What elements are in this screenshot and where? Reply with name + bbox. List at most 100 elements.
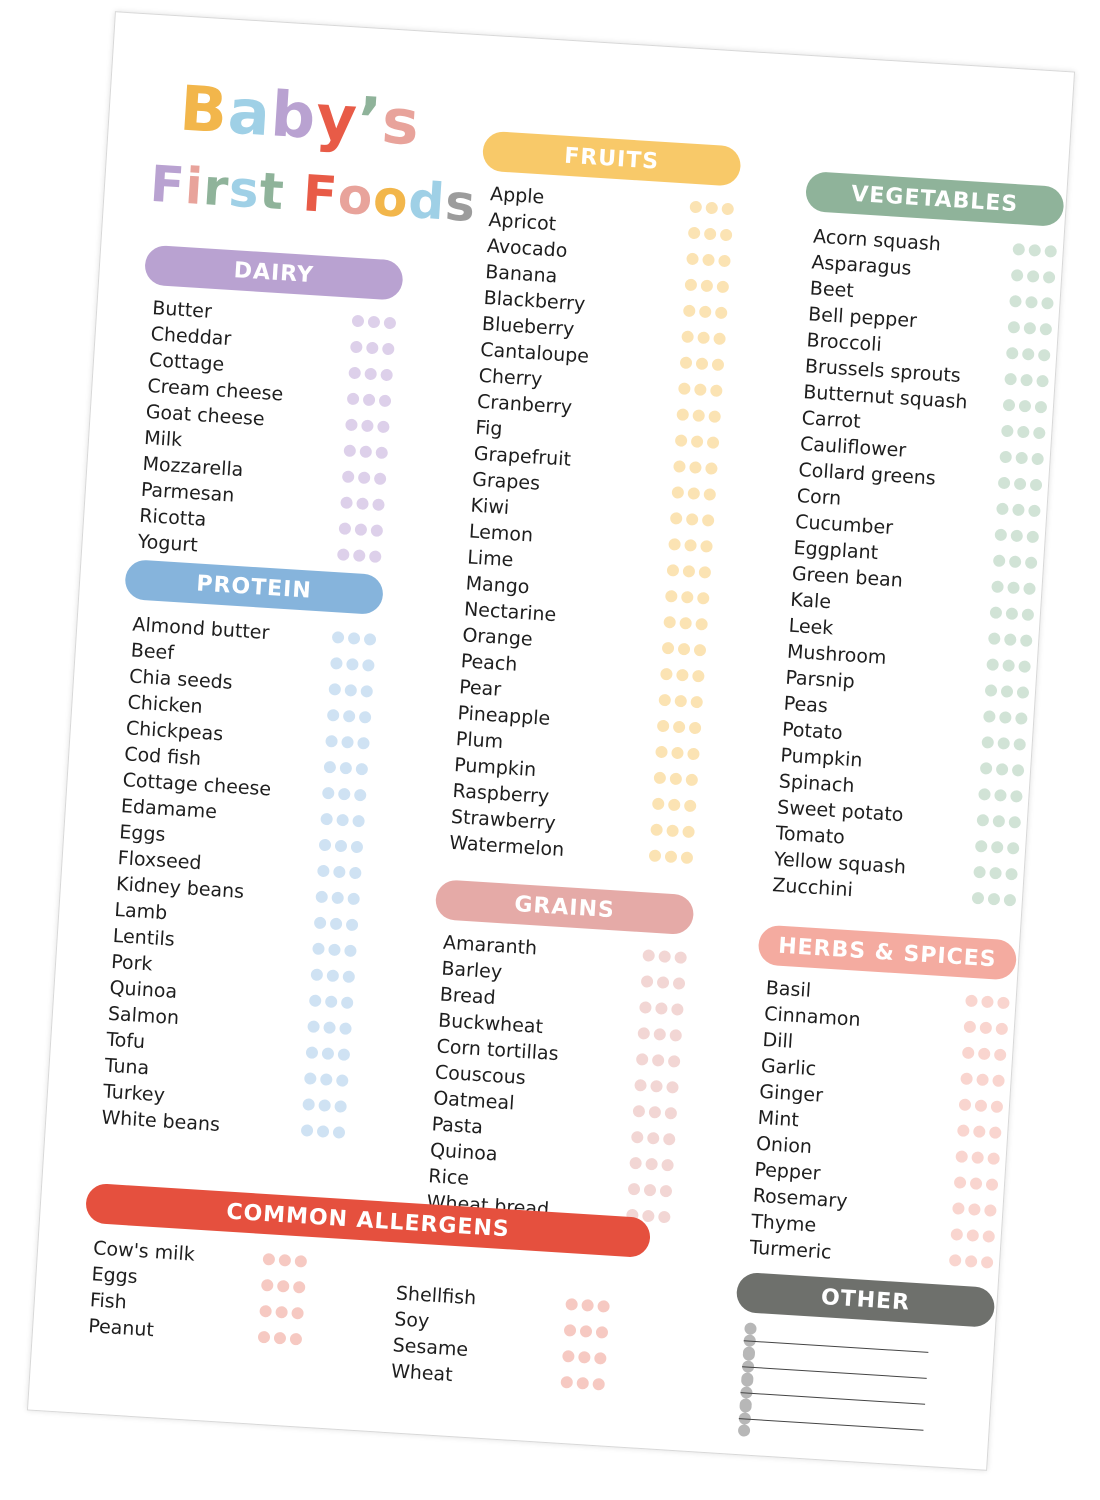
check-dot[interactable] bbox=[1034, 400, 1048, 414]
check-dot[interactable] bbox=[1037, 348, 1051, 362]
check-dot[interactable] bbox=[999, 450, 1013, 464]
check-dot[interactable] bbox=[996, 502, 1009, 516]
check-dot[interactable] bbox=[1029, 478, 1043, 492]
check-dot[interactable] bbox=[1028, 244, 1042, 257]
check-dot[interactable] bbox=[592, 1377, 606, 1391]
check-dot[interactable] bbox=[1023, 321, 1037, 335]
check-dot[interactable] bbox=[360, 684, 374, 698]
check-dot[interactable] bbox=[1005, 607, 1019, 621]
check-dot[interactable] bbox=[595, 1326, 609, 1339]
check-dot[interactable] bbox=[328, 682, 342, 696]
check-dot[interactable] bbox=[338, 522, 352, 536]
check-dot[interactable] bbox=[354, 523, 368, 537]
check-dot[interactable] bbox=[1021, 608, 1035, 622]
check-dot[interactable] bbox=[669, 1029, 683, 1042]
check-dot[interactable] bbox=[351, 314, 365, 328]
check-dot[interactable] bbox=[1026, 269, 1040, 283]
check-dot[interactable] bbox=[1007, 581, 1020, 595]
check-dot[interactable] bbox=[689, 200, 703, 214]
check-dot[interactable] bbox=[1024, 556, 1038, 570]
check-dot[interactable] bbox=[966, 1229, 980, 1242]
check-dot[interactable] bbox=[308, 994, 322, 1008]
check-dot[interactable] bbox=[1031, 452, 1045, 466]
check-dot[interactable] bbox=[1012, 503, 1025, 517]
check-dot[interactable] bbox=[671, 746, 684, 760]
check-dot[interactable] bbox=[303, 1072, 317, 1085]
check-dot[interactable] bbox=[357, 471, 371, 485]
check-dot[interactable] bbox=[364, 367, 378, 381]
check-dot[interactable] bbox=[1007, 320, 1021, 334]
check-dot[interactable] bbox=[326, 708, 340, 722]
check-dot[interactable] bbox=[645, 1157, 658, 1171]
check-dot[interactable] bbox=[358, 710, 372, 724]
check-dot[interactable] bbox=[1008, 555, 1022, 569]
check-dot[interactable] bbox=[674, 694, 688, 708]
check-dot[interactable] bbox=[969, 1177, 983, 1190]
check-dot[interactable] bbox=[340, 996, 354, 1010]
check-dot[interactable] bbox=[963, 1020, 977, 1034]
check-dot[interactable] bbox=[337, 787, 351, 801]
check-dot[interactable] bbox=[978, 787, 991, 801]
check-dot[interactable] bbox=[997, 996, 1010, 1010]
check-dot[interactable] bbox=[685, 513, 699, 526]
check-dot[interactable] bbox=[992, 1074, 1005, 1088]
check-dot[interactable] bbox=[977, 1047, 991, 1061]
check-dot[interactable] bbox=[1004, 372, 1017, 386]
check-dot[interactable] bbox=[657, 1210, 671, 1224]
check-dot[interactable] bbox=[984, 1204, 997, 1217]
check-dot[interactable] bbox=[988, 1126, 1002, 1140]
check-dot[interactable] bbox=[307, 1020, 320, 1034]
check-dot[interactable] bbox=[976, 813, 990, 827]
check-dot[interactable] bbox=[995, 763, 1009, 776]
check-dot[interactable] bbox=[1010, 268, 1024, 282]
check-dot[interactable] bbox=[1000, 424, 1014, 438]
check-dot[interactable] bbox=[671, 1003, 684, 1016]
check-dot[interactable] bbox=[656, 719, 670, 733]
check-dot[interactable] bbox=[984, 684, 998, 697]
check-dot[interactable] bbox=[982, 1230, 996, 1243]
check-dot[interactable] bbox=[674, 951, 688, 964]
check-dot[interactable] bbox=[658, 950, 672, 963]
check-dot[interactable] bbox=[315, 890, 329, 904]
check-dot[interactable] bbox=[339, 761, 353, 775]
check-dot[interactable] bbox=[997, 476, 1011, 490]
check-dot[interactable] bbox=[332, 1126, 346, 1139]
check-dot[interactable] bbox=[648, 1105, 662, 1119]
check-dot[interactable] bbox=[721, 202, 735, 216]
check-dot[interactable] bbox=[1005, 867, 1018, 881]
check-dot[interactable] bbox=[658, 693, 672, 707]
check-dot[interactable] bbox=[346, 392, 360, 406]
check-dot[interactable] bbox=[678, 382, 691, 396]
check-dot[interactable] bbox=[643, 1183, 657, 1197]
check-dot[interactable] bbox=[317, 864, 330, 878]
check-dot[interactable] bbox=[339, 1022, 352, 1036]
check-dot[interactable] bbox=[667, 798, 681, 812]
check-dot[interactable] bbox=[321, 1047, 335, 1060]
check-dot[interactable] bbox=[669, 772, 683, 786]
check-dot[interactable] bbox=[664, 1106, 678, 1120]
check-dot[interactable] bbox=[1023, 582, 1036, 596]
check-dot[interactable] bbox=[983, 710, 996, 723]
check-dot[interactable] bbox=[362, 659, 375, 672]
check-dot[interactable] bbox=[661, 641, 675, 655]
check-dot[interactable] bbox=[332, 865, 346, 879]
check-dot[interactable] bbox=[640, 975, 654, 988]
check-dot[interactable] bbox=[997, 737, 1011, 750]
check-dot[interactable] bbox=[987, 892, 1001, 906]
check-dot[interactable] bbox=[348, 366, 362, 380]
check-dot[interactable] bbox=[634, 1078, 647, 1092]
check-dot[interactable] bbox=[1041, 296, 1054, 310]
check-dot[interactable] bbox=[682, 825, 695, 839]
check-dot[interactable] bbox=[313, 916, 327, 930]
check-dot[interactable] bbox=[688, 721, 702, 735]
check-dot[interactable] bbox=[964, 1255, 978, 1268]
check-dot[interactable] bbox=[328, 943, 341, 957]
check-dot[interactable] bbox=[563, 1323, 577, 1337]
check-dot[interactable] bbox=[319, 1073, 333, 1086]
check-dot[interactable] bbox=[674, 434, 688, 447]
check-dot[interactable] bbox=[660, 667, 673, 681]
check-dot[interactable] bbox=[700, 540, 713, 553]
check-dot[interactable] bbox=[655, 1002, 668, 1015]
check-dot[interactable] bbox=[991, 580, 1004, 594]
check-dot[interactable] bbox=[316, 1125, 330, 1138]
